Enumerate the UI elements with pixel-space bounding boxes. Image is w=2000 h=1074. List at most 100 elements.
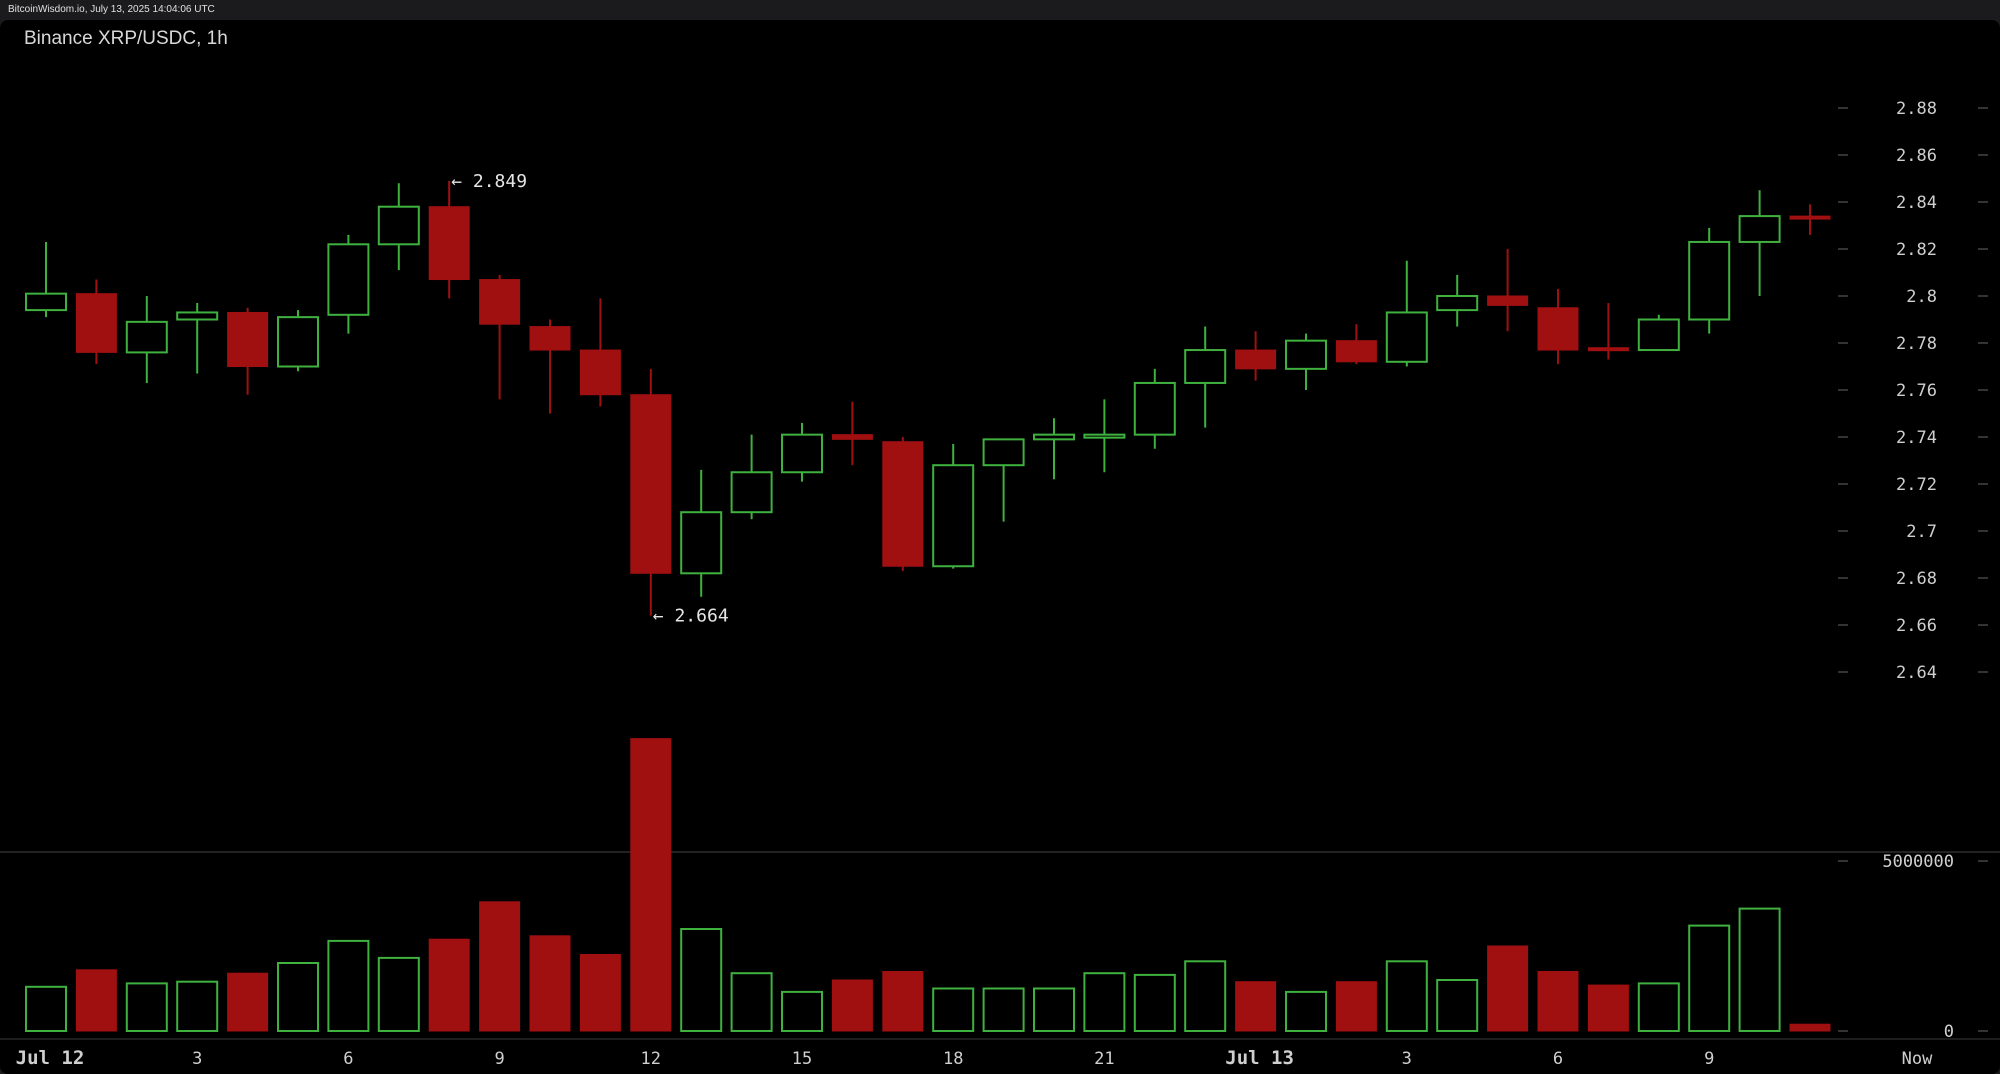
candle-body-up	[1385, 311, 1428, 363]
candle-body-down	[1587, 347, 1629, 352]
candle-body-up	[1033, 433, 1075, 441]
volume-bar-up	[1285, 990, 1327, 1033]
price-annotation: ← 2.664	[653, 606, 729, 627]
candle-body-down	[227, 311, 269, 368]
volume-bar-down	[579, 954, 621, 1032]
candle-body-up	[1637, 318, 1680, 352]
candle-body-up	[277, 316, 319, 368]
price-tick-label: 2.64	[1896, 663, 1937, 683]
volume-bar-down	[1335, 981, 1377, 1032]
source-timestamp: BitcoinWisdom.io, July 13, 2025 14:04:06…	[8, 4, 215, 15]
price-tick-label: 2.7	[1906, 522, 1937, 542]
x-tick-label: 21	[1094, 1049, 1114, 1069]
candle-body-down	[428, 206, 470, 281]
price-tick-label: 2.72	[1896, 475, 1937, 495]
price-tick-label: 2.74	[1896, 428, 1937, 448]
x-tick-label: 12	[641, 1049, 661, 1069]
volume-bar-up	[176, 980, 219, 1033]
candle-body-down	[882, 441, 924, 567]
volume-bar-down	[75, 969, 117, 1032]
x-tick-label: 6	[343, 1049, 353, 1069]
volume-bar-down	[1587, 984, 1629, 1032]
volume-bar-down	[428, 938, 470, 1032]
candle-body-down	[1537, 307, 1579, 351]
candle-body-up	[176, 311, 219, 321]
price-tick-label: 2.66	[1896, 616, 1937, 636]
x-tick-label: 9	[1704, 1049, 1714, 1069]
volume-bar-up	[1436, 979, 1479, 1032]
volume-bar-up	[25, 985, 67, 1032]
volume-bar-up	[730, 972, 773, 1033]
axes-layer: 2.88 2.86 2.84 2.82 2.8 2.78 2.76 2.74 2.72 2.7 2.…	[0, 99, 2000, 1069]
volume-bar-up	[680, 928, 723, 1032]
volume-bar-down	[1789, 1023, 1831, 1032]
price-tick-label: 2.8	[1906, 287, 1937, 307]
volume-bar-up	[781, 990, 823, 1033]
candle-body-up	[680, 511, 723, 575]
candlestick-chart: 2.88 2.86 2.84 2.82 2.8 2.78 2.76 2.74 2.72 2.7 2.…	[0, 99, 2000, 1069]
volume-bar-up	[1688, 924, 1731, 1032]
candle-body-up	[1436, 295, 1479, 312]
volume-layer	[25, 738, 1831, 1033]
candle-body-up	[932, 464, 975, 568]
candle-body-up	[25, 292, 67, 312]
candle-body-down	[630, 394, 672, 574]
chart-frame: Binance XRP/USDC, 1h 2.88 2.86 2.84 2.82 2.8…	[0, 20, 2000, 1074]
volume-bar-up	[327, 939, 370, 1033]
volume-bar-up	[1184, 960, 1227, 1032]
price-tick-label: 2.82	[1896, 240, 1937, 260]
candle-body-down	[1235, 349, 1277, 370]
candle-body-up	[1285, 339, 1327, 370]
volume-bar-up	[377, 956, 420, 1033]
volume-bar-down	[882, 971, 924, 1032]
candle-body-up	[377, 205, 420, 246]
volume-bar-up	[125, 982, 168, 1033]
volume-bar-down	[630, 738, 672, 1032]
volume-bar-down	[1537, 971, 1579, 1032]
candle-body-up	[327, 243, 370, 316]
candle-body-up	[781, 433, 823, 474]
title-bar: BitcoinWisdom.io, July 13, 2025 14:04:06…	[0, 0, 2000, 20]
x-tick-label: Jul 12	[16, 1047, 85, 1069]
candle-body-down	[1487, 295, 1529, 306]
price-tick-label: 2.84	[1896, 193, 1937, 213]
candle-body-up	[1688, 240, 1731, 321]
x-tick-label: 3	[1402, 1049, 1412, 1069]
annotations-layer: ← 2.849 ← 2.664	[451, 171, 728, 627]
volume-bar-up	[1385, 960, 1428, 1032]
price-tick-label: 2.88	[1896, 99, 1937, 119]
price-annotation: ← 2.849	[451, 171, 527, 192]
price-tick-label: 2.76	[1896, 381, 1937, 401]
candle-body-down	[75, 293, 117, 353]
volume-bar-up	[932, 987, 975, 1032]
chart-title: Binance XRP/USDC, 1h	[24, 28, 228, 49]
candle-body-down	[579, 349, 621, 396]
x-tick-label: 18	[943, 1049, 963, 1069]
candle-body-down	[479, 279, 521, 325]
volume-bar-up	[1033, 987, 1075, 1032]
volume-tick-label: 0	[1944, 1022, 1954, 1042]
candle-body-down	[1789, 215, 1831, 220]
candle-body-down	[529, 326, 571, 351]
x-tick-label: 6	[1553, 1049, 1563, 1069]
volume-bar-up	[1637, 982, 1680, 1033]
price-tick-label: 2.78	[1896, 334, 1937, 354]
candle-body-up	[1184, 349, 1227, 384]
volume-bar-down	[831, 979, 873, 1032]
x-tick-label: 9	[494, 1049, 504, 1069]
volume-bar-up	[982, 987, 1025, 1032]
candle-body-up	[1133, 381, 1176, 436]
volume-bar-down	[227, 972, 269, 1032]
x-tick-label: Jul 13	[1225, 1047, 1294, 1069]
volume-bar-up	[1133, 973, 1176, 1033]
candle-body-up	[1738, 215, 1781, 243]
volume-bar-down	[1235, 981, 1277, 1032]
candle-body-down	[831, 434, 873, 440]
x-tick-label: Now	[1902, 1049, 1933, 1069]
volume-bar-up	[1738, 907, 1781, 1032]
candle-body-up	[1083, 433, 1126, 439]
candle-body-down	[1335, 340, 1377, 363]
candle-body-up	[730, 471, 773, 514]
candle-body-up	[982, 438, 1025, 467]
x-tick-label: 15	[792, 1049, 812, 1069]
